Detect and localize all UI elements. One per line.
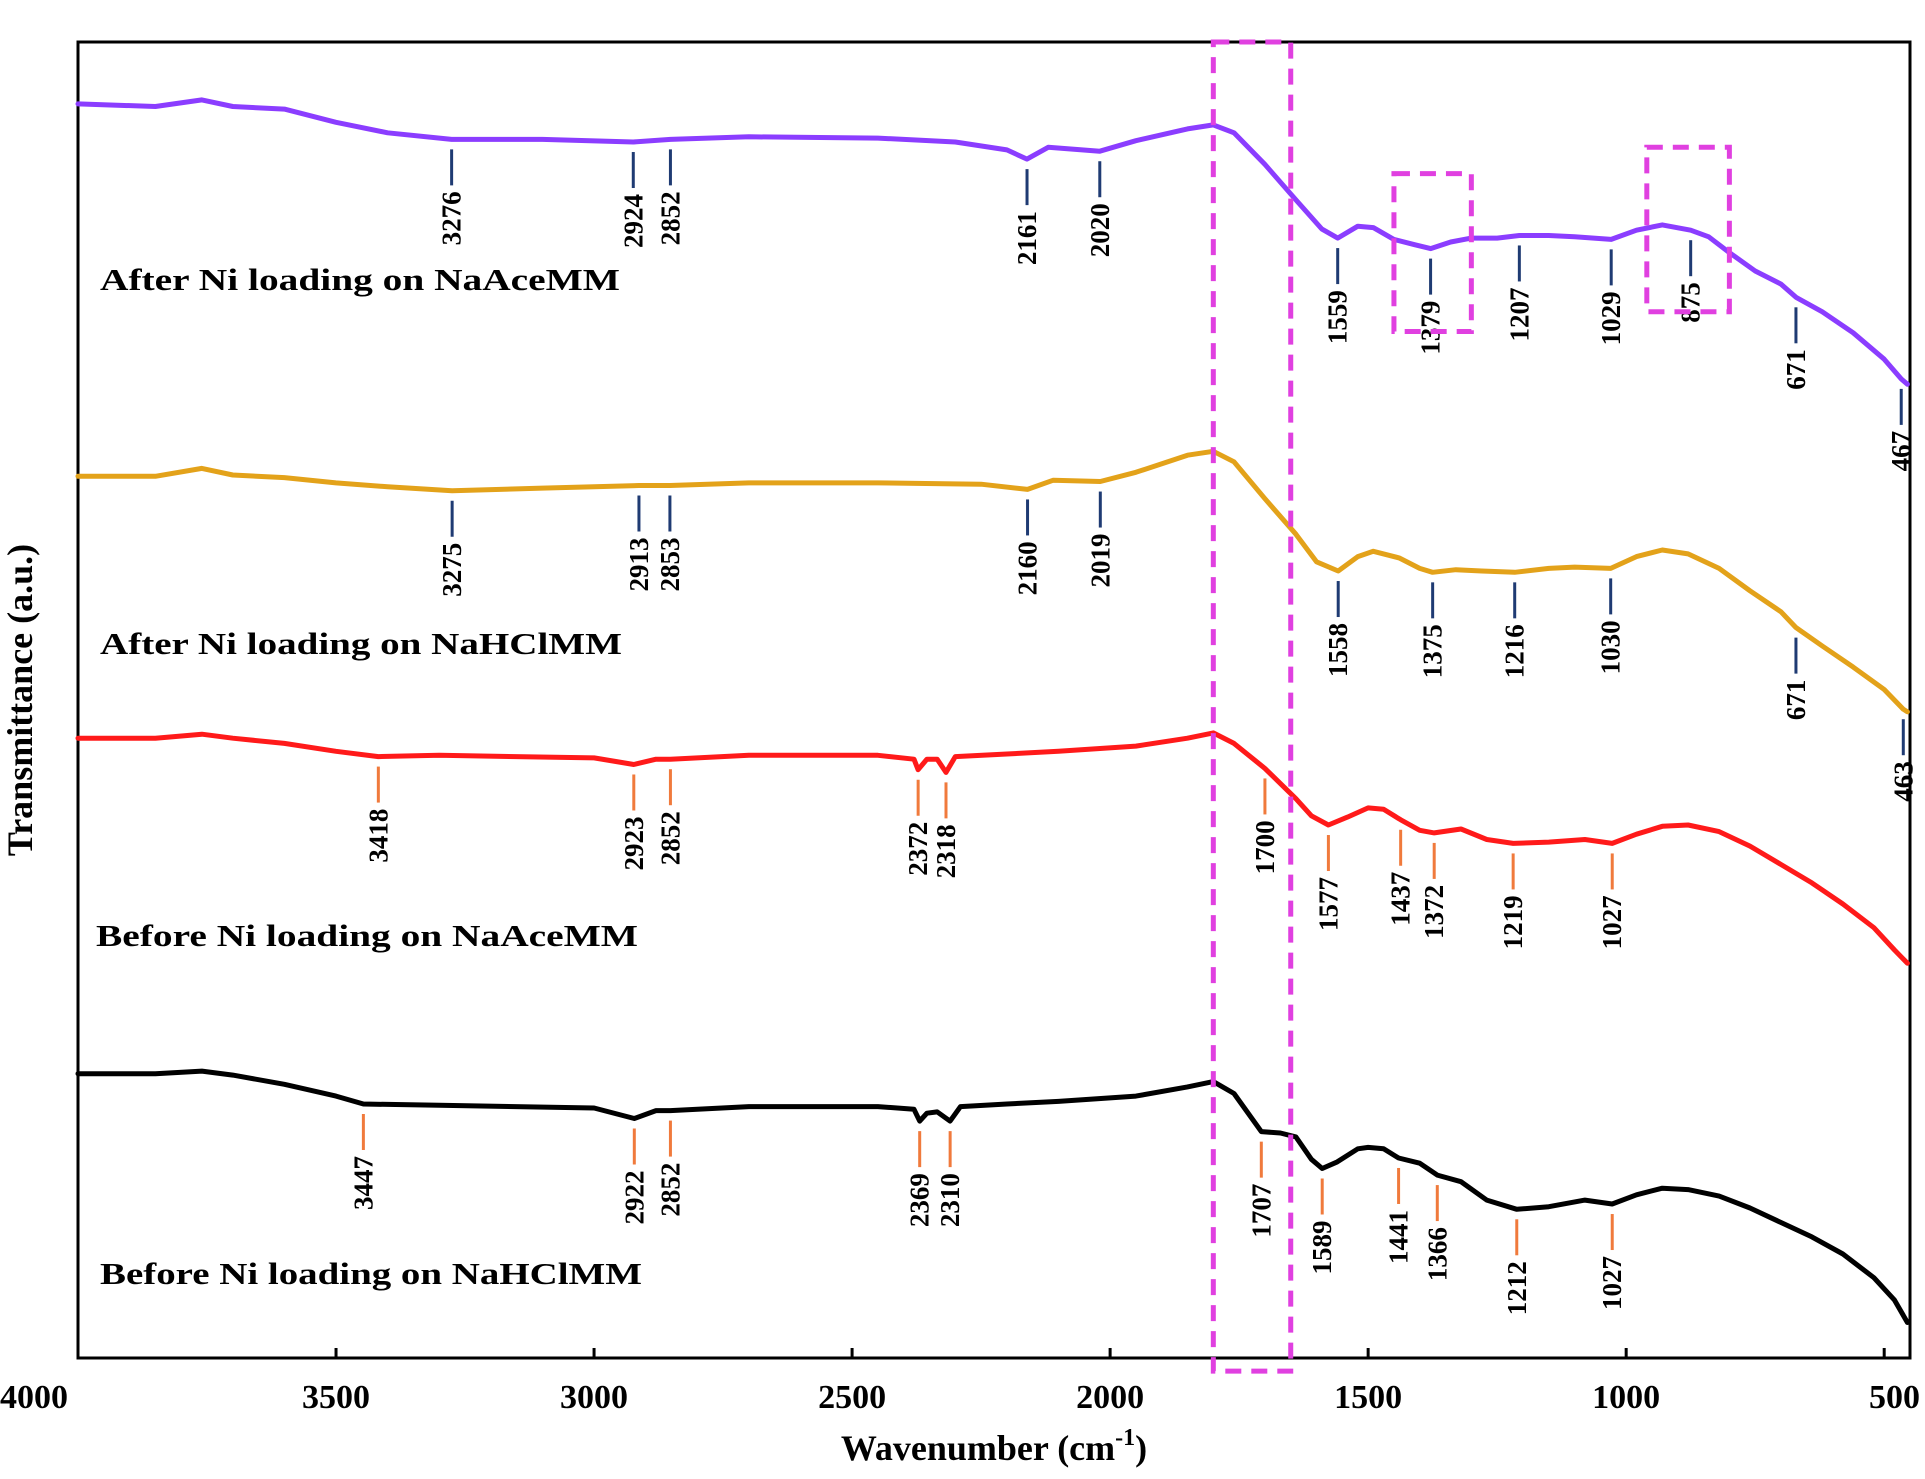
peak-label-after-ni-loading-on-nahclmm-2019: 2019: [1085, 534, 1115, 588]
peak-label-after-ni-loading-on-nahclmm-2160: 2160: [1013, 541, 1043, 595]
x-tick-label-2500: 2500: [818, 1379, 886, 1416]
peak-label-before-ni-loading-on-naacemm-1372: 1372: [1419, 885, 1449, 939]
peak-label-after-ni-loading-on-nahclmm-3275: 3275: [437, 543, 467, 597]
peak-label-before-ni-loading-on-naacemm-1700: 1700: [1250, 820, 1280, 874]
highlight-box-2: [1391, 171, 1474, 335]
peak-label-after-ni-loading-on-naacemm-2924: 2924: [618, 194, 648, 248]
peak-label-after-ni-loading-on-nahclmm-671: 671: [1781, 680, 1811, 721]
peak-label-after-ni-loading-on-naacemm-1559: 1559: [1323, 290, 1353, 344]
peak-label-after-ni-loading-on-nahclmm-1375: 1375: [1418, 624, 1448, 678]
x-tick-label-500: 500: [1869, 1379, 1920, 1416]
highlight-box-1: [1210, 39, 1294, 1374]
peak-label-after-ni-loading-on-nahclmm-1030: 1030: [1596, 620, 1626, 674]
peak-label-after-ni-loading-on-nahclmm-1558: 1558: [1323, 623, 1353, 677]
series-line-before-ni-loading-on-nahclmm: [75, 1068, 1910, 1325]
peak-label-before-ni-loading-on-naacemm-2372: 2372: [903, 822, 933, 876]
peak-label-after-ni-loading-on-nahclmm-463: 463: [1888, 761, 1918, 802]
highlight-box-3: [1644, 144, 1732, 315]
peak-label-before-ni-loading-on-naacemm-1219: 1219: [1498, 895, 1528, 949]
peak-label-before-ni-loading-on-nahclmm-1212: 1212: [1502, 1261, 1532, 1315]
series-line-before-ni-loading-on-naacemm: [75, 730, 1910, 966]
x-tick-label-3000: 3000: [560, 1379, 628, 1416]
peak-label-before-ni-loading-on-nahclmm-1707: 1707: [1246, 1184, 1276, 1238]
peak-label-before-ni-loading-on-naacemm-1437: 1437: [1386, 872, 1416, 926]
peak-label-before-ni-loading-on-naacemm-1577: 1577: [1313, 877, 1343, 931]
peak-label-after-ni-loading-on-naacemm-2852: 2852: [655, 191, 685, 245]
series-layer: [75, 97, 1910, 1325]
x-tick-label-2000: 2000: [1076, 1379, 1144, 1416]
x-axis-ticks: 4000 3500 3000 2500 2000 1500 1000 500: [0, 1348, 1920, 1416]
peak-label-after-ni-loading-on-nahclmm-2913: 2913: [624, 538, 654, 592]
x-tick-label-3500: 3500: [302, 1379, 370, 1416]
peak-label-before-ni-loading-on-naacemm-2318: 2318: [931, 824, 961, 878]
plot-frame: [76, 40, 1912, 1360]
peak-label-after-ni-loading-on-naacemm-1379: 1379: [1416, 301, 1446, 355]
series-label-after-ni-loading-on-naacemm: After Ni loading on NaAceMM: [100, 262, 620, 297]
series-label-layer: After Ni loading on NaAceMM After Ni load…: [96, 262, 642, 1291]
peak-label-after-ni-loading-on-nahclmm-2853: 2853: [655, 538, 685, 592]
x-tick-label-1000: 1000: [1592, 1379, 1660, 1416]
highlight-box-layer: [1210, 39, 1732, 1374]
peak-label-after-ni-loading-on-nahclmm-1216: 1216: [1500, 624, 1530, 678]
peak-label-after-ni-loading-on-naacemm-875: 875: [1676, 282, 1706, 323]
x-tick-label-4000: 4000: [0, 1379, 68, 1416]
peak-label-after-ni-loading-on-naacemm-2161: 2161: [1012, 211, 1042, 265]
peak-label-before-ni-loading-on-nahclmm-2310: 2310: [935, 1173, 965, 1227]
peak-label-after-ni-loading-on-naacemm-3276: 3276: [437, 191, 467, 245]
peak-label-before-ni-loading-on-nahclmm-1441: 1441: [1384, 1210, 1414, 1264]
x-axis-title: Wavenumber (cm-1): [841, 1425, 1147, 1468]
peak-label-after-ni-loading-on-naacemm-2020: 2020: [1085, 203, 1115, 257]
series-label-before-ni-loading-on-nahclmm: Before Ni loading on NaHClMM: [100, 1256, 642, 1291]
peak-label-before-ni-loading-on-nahclmm-2369: 2369: [905, 1173, 935, 1227]
series-line-after-ni-loading-on-nahclmm: [75, 448, 1910, 715]
y-axis-title: Transmittance (a.u.): [0, 544, 40, 856]
peak-label-before-ni-loading-on-naacemm-1027: 1027: [1597, 895, 1627, 949]
series-line-after-ni-loading-on-naacemm: [75, 97, 1910, 387]
peak-label-before-ni-loading-on-nahclmm-1027: 1027: [1597, 1256, 1627, 1310]
peak-label-after-ni-loading-on-naacemm-1207: 1207: [1504, 288, 1534, 342]
peak-label-before-ni-loading-on-naacemm-2852: 2852: [655, 811, 685, 865]
peak-label-before-ni-loading-on-naacemm-2923: 2923: [619, 817, 649, 871]
peak-label-before-ni-loading-on-nahclmm-1589: 1589: [1307, 1221, 1337, 1275]
series-label-after-ni-loading-on-nahclmm: After Ni loading on NaHClMM: [100, 626, 622, 661]
peak-label-before-ni-loading-on-nahclmm-3447: 3447: [348, 1156, 378, 1210]
peak-label-before-ni-loading-on-nahclmm-2852: 2852: [655, 1163, 685, 1217]
peak-label-after-ni-loading-on-naacemm-671: 671: [1781, 349, 1811, 390]
peak-label-after-ni-loading-on-naacemm-1029: 1029: [1596, 291, 1626, 345]
peak-label-before-ni-loading-on-nahclmm-2922: 2922: [619, 1171, 649, 1225]
peak-label-before-ni-loading-on-nahclmm-1366: 1366: [1422, 1227, 1452, 1281]
x-tick-label-1500: 1500: [1334, 1379, 1402, 1416]
peak-label-after-ni-loading-on-naacemm-467: 467: [1886, 431, 1916, 472]
series-label-before-ni-loading-on-naacemm: Before Ni loading on NaAceMM: [96, 918, 638, 953]
peak-label-before-ni-loading-on-naacemm-3418: 3418: [363, 809, 393, 863]
